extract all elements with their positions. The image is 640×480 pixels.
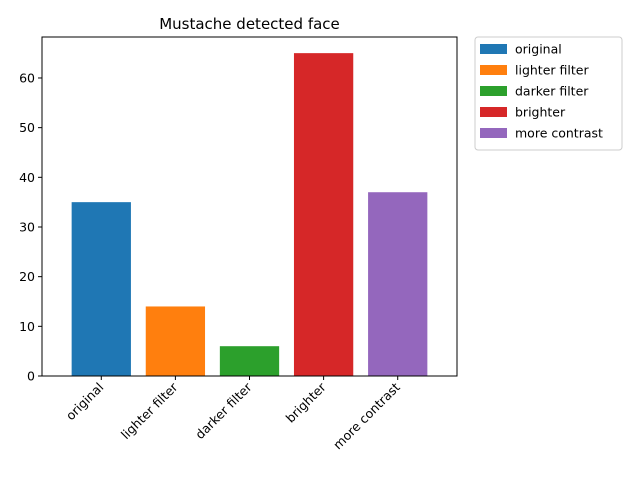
y-tick-label: 20 [19, 269, 35, 284]
legend-swatch [480, 86, 507, 96]
legend-swatch [480, 65, 507, 75]
legend-label: brighter [515, 105, 566, 120]
x-tick-label: brighter [283, 379, 330, 426]
y-tick-label: 30 [19, 219, 35, 234]
plot-frame [41, 36, 458, 377]
x-tick-label: original [63, 380, 107, 424]
y-tick-label: 10 [19, 319, 35, 334]
legend-swatch [480, 44, 507, 54]
legend-swatch [480, 128, 507, 138]
bar-darker-filter [219, 346, 280, 376]
legend-label: darker filter [515, 84, 589, 99]
bar-original [71, 202, 131, 376]
y-tick-label: 0 [27, 369, 35, 384]
bar-more-contrast [368, 192, 428, 376]
x-tick-label: darker filter [192, 379, 255, 442]
bar-lighter-filter [145, 306, 206, 376]
chart-title: Mustache detected face [159, 15, 340, 33]
legend: original lighter filter darker filter brigh… [474, 36, 623, 151]
y-tick-label: 40 [19, 170, 35, 185]
x-tick-label: lighter filter [118, 379, 181, 442]
bar-group [71, 53, 428, 377]
legend-label: more contrast [515, 126, 603, 141]
y-tick-label: 60 [19, 70, 35, 85]
y-axis: 0 10 20 30 40 50 60 [19, 70, 42, 384]
legend-label: original [515, 42, 562, 57]
legend-label: lighter filter [515, 63, 589, 78]
bar-brighter [293, 53, 354, 377]
legend-frame [474, 36, 623, 151]
x-tick-label: more contrast [330, 379, 403, 452]
legend-swatch [480, 107, 507, 117]
y-tick-label: 50 [19, 120, 35, 135]
x-axis: original lighter filter darker filter brigh… [63, 376, 403, 452]
